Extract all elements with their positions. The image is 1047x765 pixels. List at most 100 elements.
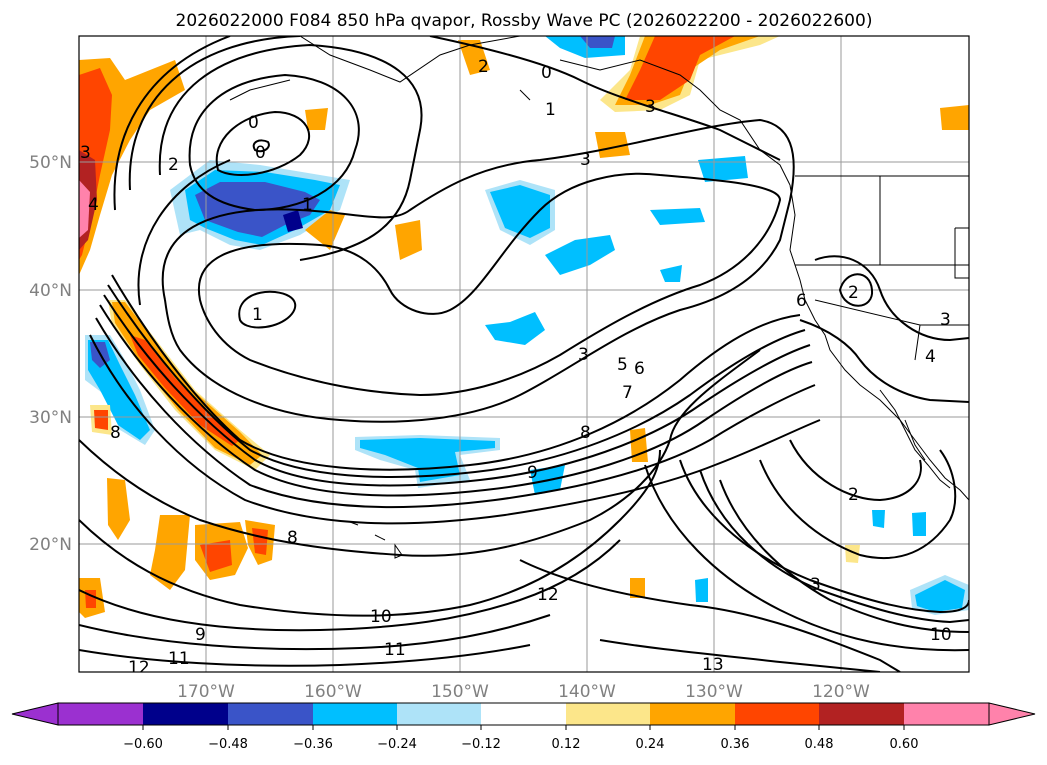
contour-label: 2: [168, 155, 179, 175]
contour-label: 4: [88, 195, 99, 215]
contour-label: 0: [255, 143, 266, 163]
contour-label: 12: [537, 585, 559, 605]
colorbar-tick-label: 0.24: [636, 737, 665, 752]
contour-line: [699, 469, 969, 624]
lat-label: 30°N: [29, 408, 72, 428]
anomaly-region: [360, 438, 495, 482]
contour-line: [519, 559, 901, 672]
contour-label: 2: [848, 485, 859, 505]
contour-label: 7: [622, 383, 633, 403]
lon-label: 150°W: [431, 682, 489, 702]
anomaly-region: [545, 235, 615, 275]
colorbar-tick-label: −0.12: [461, 737, 501, 752]
contour-label: 8: [287, 528, 298, 548]
anomaly-region: [150, 515, 190, 590]
anomaly-region: [94, 410, 108, 430]
contour-labels: 0 0 1 1 1 2 2 3 3 3 3 3 5 6 6 7 8 8 8 9: [80, 57, 952, 678]
lon-label: 120°W: [812, 682, 870, 702]
contour-line: [79, 349, 761, 557]
anomaly-region: [490, 185, 550, 238]
anomaly-region: [79, 180, 90, 238]
contour-label: 10: [930, 625, 952, 645]
latitude-labels: 50°N 40°N 30°N 20°N: [29, 153, 72, 555]
colorbar-tick-label: −0.48: [208, 737, 248, 752]
colorbar-extend-max: [988, 702, 1036, 726]
contour-line: [103, 294, 811, 487]
contour-label: 4: [925, 347, 936, 367]
contour-line: [759, 449, 957, 560]
colorbar-segment: [566, 703, 650, 725]
anomaly-region: [660, 265, 682, 282]
lon-label: 130°W: [685, 682, 743, 702]
contour-label: 1: [302, 195, 313, 215]
colorbar-frame: [57, 702, 990, 726]
colorbar-tick-label: −0.36: [293, 737, 333, 752]
contour-label: 1: [545, 100, 556, 120]
anomaly-region: [940, 105, 969, 130]
contour-label: 9: [527, 463, 538, 483]
contour-line: [99, 304, 813, 497]
anomaly-region: [625, 36, 735, 100]
contour-label: 10: [370, 607, 392, 627]
contour-label: 11: [168, 649, 190, 669]
contour-line: [252, 139, 270, 153]
anomaly-region: [698, 156, 748, 182]
contour-lines: [79, 36, 969, 672]
coastline-alaska: [229, 36, 791, 186]
colorbar-ticks: [142, 725, 905, 730]
colorbar-tick-label: 0.48: [805, 737, 834, 752]
contour-line: [79, 644, 531, 667]
anomaly-region: [395, 220, 422, 260]
anomaly-region: [915, 580, 965, 612]
colorbar-segment: [904, 703, 989, 725]
contour-label: 6: [796, 291, 807, 311]
contour-label: 3: [645, 97, 656, 117]
lon-label: 160°W: [304, 682, 362, 702]
colorbar-segment: [735, 703, 819, 725]
contour-line: [95, 317, 816, 509]
contour-label: 3: [80, 143, 91, 163]
contour-label: 5: [617, 355, 628, 375]
colorbar-segment: [397, 703, 481, 725]
contour-label: 3: [580, 150, 591, 170]
anomaly-region: [630, 578, 645, 598]
colorbar: −0.60 −0.48 −0.36 −0.24 −0.12 0.12 0.24 …: [11, 702, 1036, 752]
map-panel: 0 0 1 1 1 2 2 3 3 3 3 3 5 6 6 7 8 8 8 9: [78, 35, 970, 678]
contour-line: [111, 274, 801, 471]
contour-line: [679, 459, 969, 614]
figure-title: 2026022000 F084 850 hPa qvapor, Rossby W…: [176, 11, 873, 31]
contour-label: 3: [810, 575, 821, 595]
contour-label: 9: [195, 625, 206, 645]
graticule: [79, 36, 969, 672]
contour-line: [79, 614, 551, 651]
contour-label: 0: [248, 113, 259, 133]
colorbar-segment: [650, 703, 735, 725]
longitude-labels: 170°W 160°W 150°W 140°W 130°W 120°W: [177, 682, 870, 702]
lon-label: 140°W: [558, 682, 616, 702]
colorbar-segment: [313, 703, 397, 725]
contour-label: 3: [940, 310, 951, 330]
contour-label: 0: [541, 63, 552, 83]
anomaly-region: [305, 108, 328, 130]
colorbar-tick-label: −0.24: [377, 737, 417, 752]
coastline-north-america: [789, 184, 969, 501]
colorbar-tick-label: 0.36: [721, 737, 750, 752]
anomaly-region: [107, 478, 130, 540]
contour-label: 12: [128, 658, 150, 678]
contour-line: [128, 36, 781, 191]
anomaly-region: [200, 540, 232, 572]
anomaly-region: [283, 210, 303, 232]
contour-line: [599, 639, 881, 672]
contour-line: [215, 110, 311, 176]
lat-label: 20°N: [29, 535, 72, 555]
anomaly-region: [130, 335, 240, 446]
contour-line: [838, 273, 874, 307]
contour-line: [719, 479, 969, 633]
anomaly-region: [912, 512, 926, 536]
contour-line: [107, 284, 806, 478]
contour-label: 2: [848, 283, 859, 303]
contour-line: [188, 73, 360, 212]
colorbar-segment: [228, 703, 313, 725]
contour-label: 13: [702, 655, 724, 675]
contour-label: 3: [578, 345, 589, 365]
